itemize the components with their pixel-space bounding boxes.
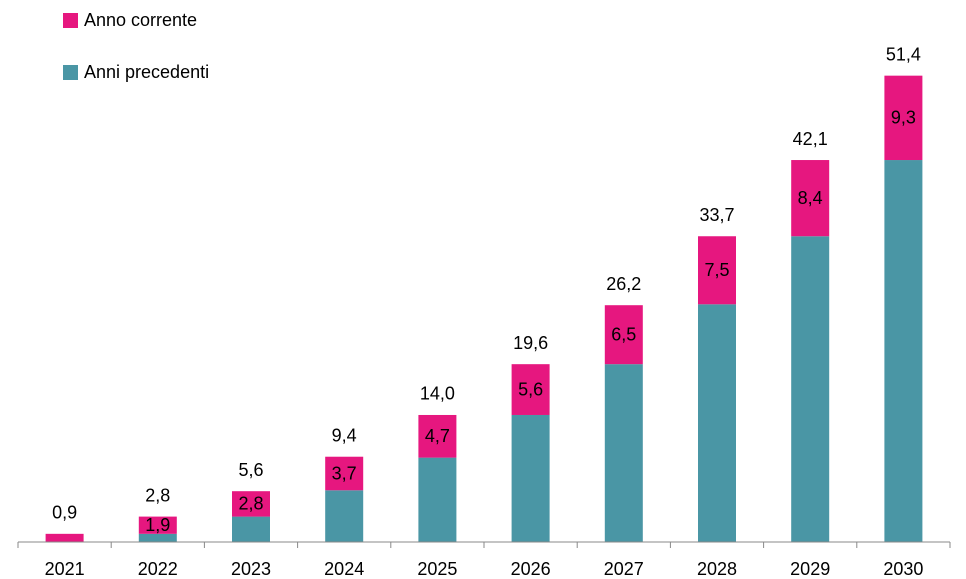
legend-swatch [63, 13, 78, 28]
value-label: 5,6 [518, 379, 543, 399]
value-label: 1,9 [145, 515, 170, 535]
x-tick-label: 2026 [511, 559, 551, 579]
bar-segment [45, 533, 84, 542]
bar-segment [138, 516, 177, 534]
value-label: 9,3 [891, 108, 916, 128]
x-tick-label: 2030 [883, 559, 923, 579]
bar-segment [418, 414, 457, 458]
bar-segment [698, 236, 736, 305]
bar-segment [604, 305, 643, 365]
total-label: 26,2 [606, 274, 641, 294]
legend-swatch [63, 65, 78, 80]
x-tick-label: 2028 [697, 559, 737, 579]
bar-segment [325, 490, 364, 542]
bar-segment [884, 160, 923, 542]
x-tick-label: 2027 [604, 559, 644, 579]
total-label: 33,7 [699, 205, 734, 225]
total-label: 2,8 [145, 485, 170, 505]
bar-segment [791, 236, 830, 542]
value-label: 8,4 [798, 188, 823, 208]
bar-segment [884, 75, 923, 161]
value-label: 7,5 [704, 260, 729, 280]
bar-segment [604, 364, 643, 542]
total-label: 14,0 [420, 384, 455, 404]
value-label: 4,7 [425, 426, 450, 446]
bar-segment [138, 533, 177, 542]
total-label: 0,9 [52, 503, 77, 523]
bar-segment [232, 516, 270, 542]
value-label: 3,7 [332, 463, 357, 483]
total-label: 42,1 [793, 129, 828, 149]
x-tick-label: 2025 [417, 559, 457, 579]
x-tick-label: 2024 [324, 559, 364, 579]
total-label: 9,4 [332, 425, 357, 445]
legend-label: Anni precedenti [84, 62, 209, 82]
bar-segment [791, 160, 830, 237]
bar-segment [698, 304, 736, 542]
legend-label: Anno corrente [84, 10, 197, 30]
total-label: 5,6 [238, 460, 263, 480]
x-tick-label: 2023 [231, 559, 271, 579]
bar-segment [418, 457, 457, 542]
bar-segment [232, 491, 270, 517]
bar-segment [325, 456, 364, 491]
total-label: 51,4 [886, 44, 921, 64]
value-label: 2,8 [238, 494, 263, 514]
bar-segment [511, 364, 550, 415]
value-label: 6,5 [611, 324, 636, 344]
x-tick-label: 2029 [790, 559, 830, 579]
x-tick-label: 2021 [45, 559, 85, 579]
bar-segment [511, 414, 550, 542]
x-tick-label: 2022 [138, 559, 178, 579]
total-label: 19,6 [513, 333, 548, 353]
